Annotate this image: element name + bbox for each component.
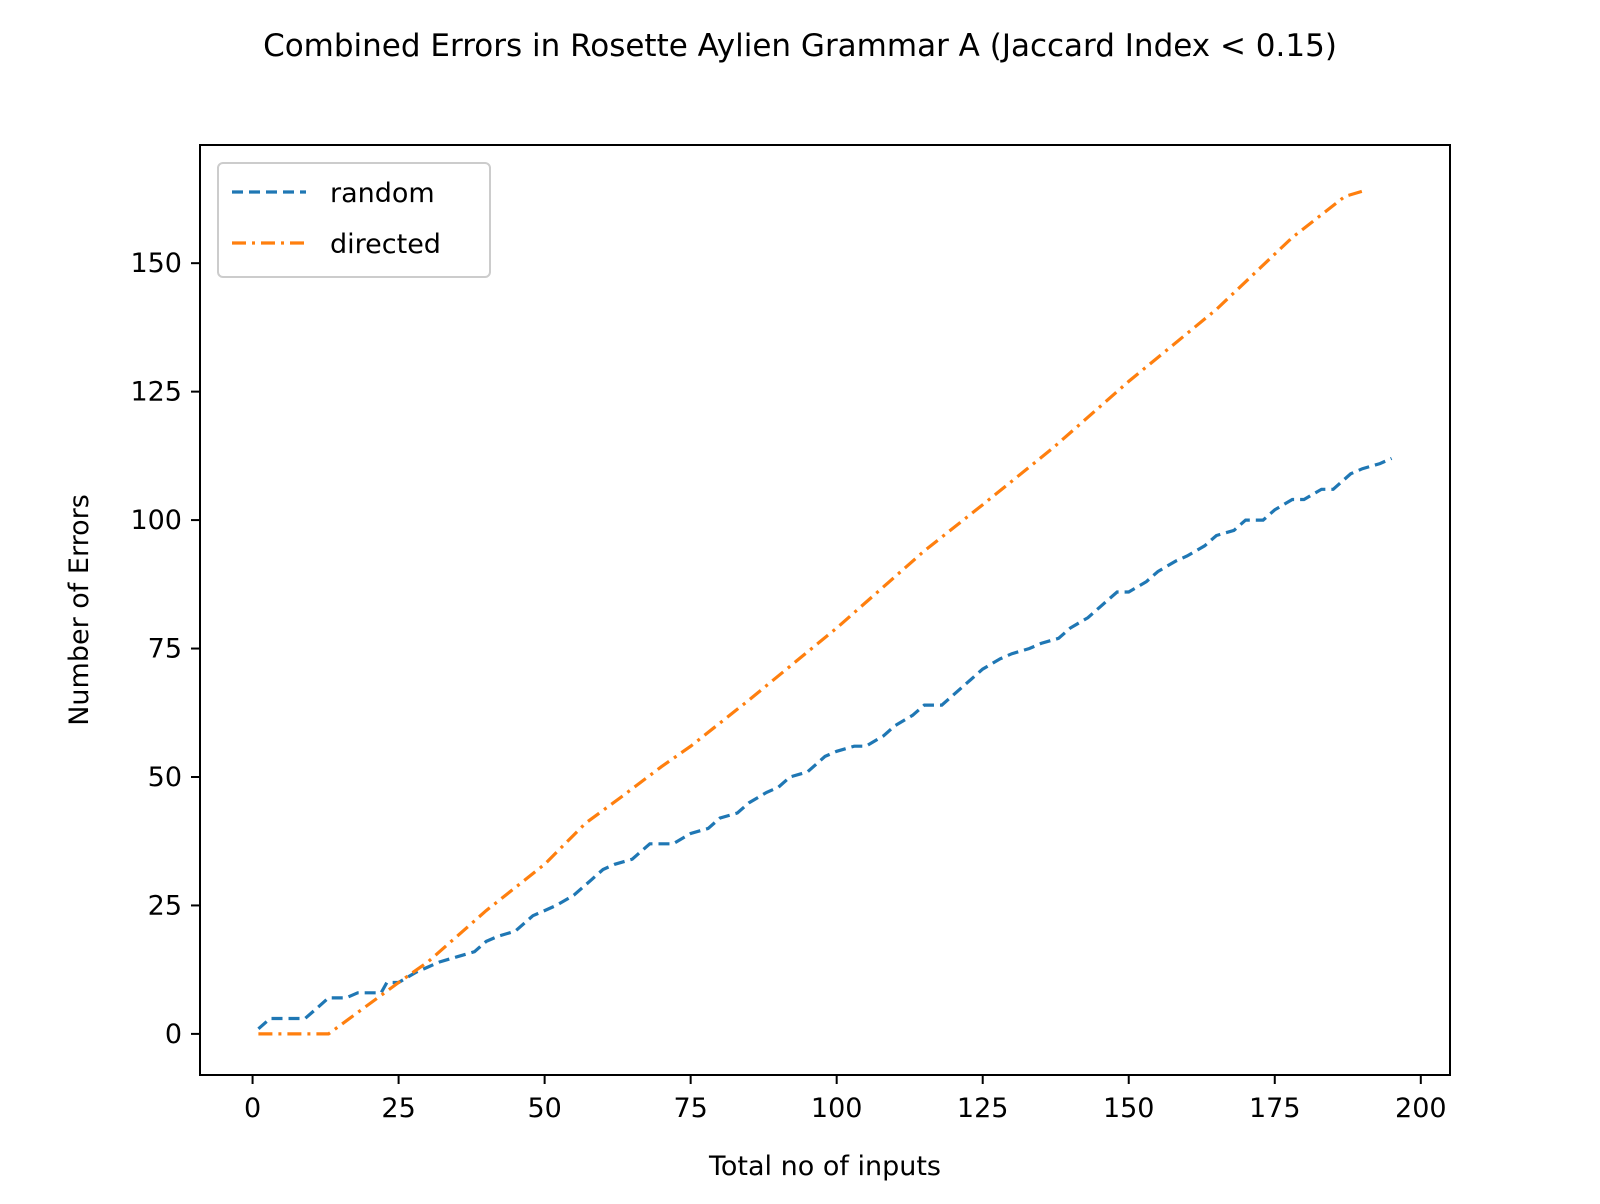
x-tick-label: 25 — [381, 1093, 415, 1124]
chart-title: Combined Errors in Rosette Aylien Gramma… — [263, 28, 1337, 64]
y-tick-label: 100 — [130, 505, 182, 536]
y-tick-label: 0 — [165, 1019, 182, 1050]
x-tick-label: 150 — [1103, 1093, 1155, 1124]
y-tick-label: 50 — [148, 762, 182, 793]
x-tick-label: 50 — [527, 1093, 561, 1124]
x-tick-label: 0 — [244, 1093, 261, 1124]
plot-frame — [199, 144, 1451, 1076]
x-tick-label: 175 — [1249, 1093, 1301, 1124]
y-tick-label: 150 — [130, 248, 182, 279]
y-tick-label: 125 — [130, 377, 182, 408]
x-tick-label: 100 — [811, 1093, 863, 1124]
legend-label-directed: directed — [330, 229, 441, 260]
y-axis-label: Number of Errors — [64, 494, 95, 726]
legend-label-random: random — [330, 178, 435, 209]
x-tick-label: 75 — [673, 1093, 707, 1124]
x-tick-label: 125 — [957, 1093, 1009, 1124]
series-line-directed — [258, 189, 1363, 1036]
legend: random directed — [217, 162, 491, 278]
y-tick-label: 25 — [148, 890, 182, 921]
series-line-random — [257, 456, 1393, 1031]
x-axis-label: Total no of inputs — [708, 1151, 941, 1182]
x-tick-label: 200 — [1395, 1093, 1447, 1124]
y-tick-label: 75 — [148, 634, 182, 665]
